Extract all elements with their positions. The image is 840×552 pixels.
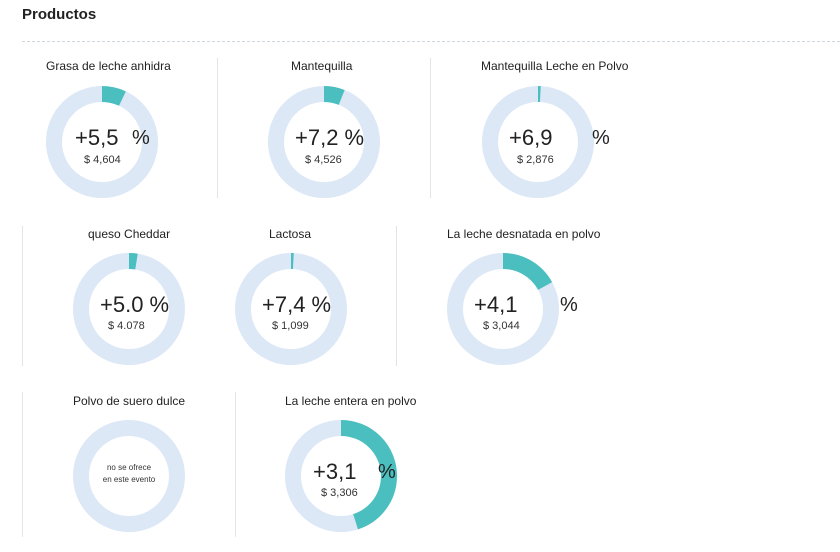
product-name: Grasa de leche anhidra xyxy=(46,59,171,73)
product-name: La leche desnatada en polvo xyxy=(447,227,601,241)
product-name: Polvo de suero dulce xyxy=(73,394,186,408)
column-divider xyxy=(430,58,431,198)
product-price: $ 3,044 xyxy=(483,320,520,332)
not-offered-text: no se ofrece en este evento xyxy=(73,462,185,486)
percent-sign: % xyxy=(378,461,396,483)
product-name: Mantequilla Leche en Polvo xyxy=(481,59,629,73)
product-donut-chart xyxy=(447,253,559,365)
donut-fill-arc xyxy=(73,253,185,365)
donut-fill-arc xyxy=(46,86,158,198)
page-title: Productos xyxy=(22,6,97,23)
product-name: La leche entera en polvo xyxy=(285,394,417,408)
column-divider xyxy=(235,392,236,537)
product-change: +6,9 xyxy=(509,125,553,150)
product-donut-chart xyxy=(268,86,380,198)
percent-sign: % xyxy=(592,127,610,149)
product-donut-chart xyxy=(482,86,594,198)
product-price: $ 4,526 xyxy=(305,154,342,166)
percent-sign: % xyxy=(560,294,578,316)
percent-sign: % xyxy=(132,127,150,149)
product-price: $ 4.078 xyxy=(108,320,145,332)
product-price: $ 3,306 xyxy=(321,487,358,499)
donut-fill-arc xyxy=(447,253,559,365)
product-price: $ 1,099 xyxy=(272,320,309,332)
donut-fill-arc xyxy=(235,253,347,365)
donut-fill-arc xyxy=(482,86,594,198)
product-donut-chart xyxy=(46,86,158,198)
product-change: +7,4 % xyxy=(262,292,332,317)
column-divider xyxy=(22,226,23,366)
product-name: Lactosa xyxy=(269,227,312,241)
not-offered-line: en este evento xyxy=(102,475,156,484)
product-donut-chart: no se ofrece en este evento xyxy=(73,420,185,532)
section-divider xyxy=(22,41,840,42)
donut-fill-arc xyxy=(285,420,397,532)
product-donut-chart xyxy=(73,253,185,365)
product-name: Mantequilla xyxy=(291,59,353,73)
column-divider xyxy=(217,58,218,198)
product-change: +7,2 % xyxy=(295,125,365,150)
product-donut-chart xyxy=(235,253,347,365)
product-name: queso Cheddar xyxy=(88,227,171,241)
product-donut-chart xyxy=(285,420,397,532)
column-divider xyxy=(22,392,23,537)
product-change: +5,5 xyxy=(75,125,119,150)
product-price: $ 2,876 xyxy=(517,154,554,166)
donut-fill-arc xyxy=(268,86,380,198)
not-offered-line: no se ofrece xyxy=(106,463,152,472)
product-change: +4,1 xyxy=(474,292,518,317)
product-change: +3,1 xyxy=(313,459,357,484)
column-divider xyxy=(396,226,397,366)
product-change: +5.0 % xyxy=(100,292,170,317)
product-price: $ 4,604 xyxy=(84,154,121,166)
